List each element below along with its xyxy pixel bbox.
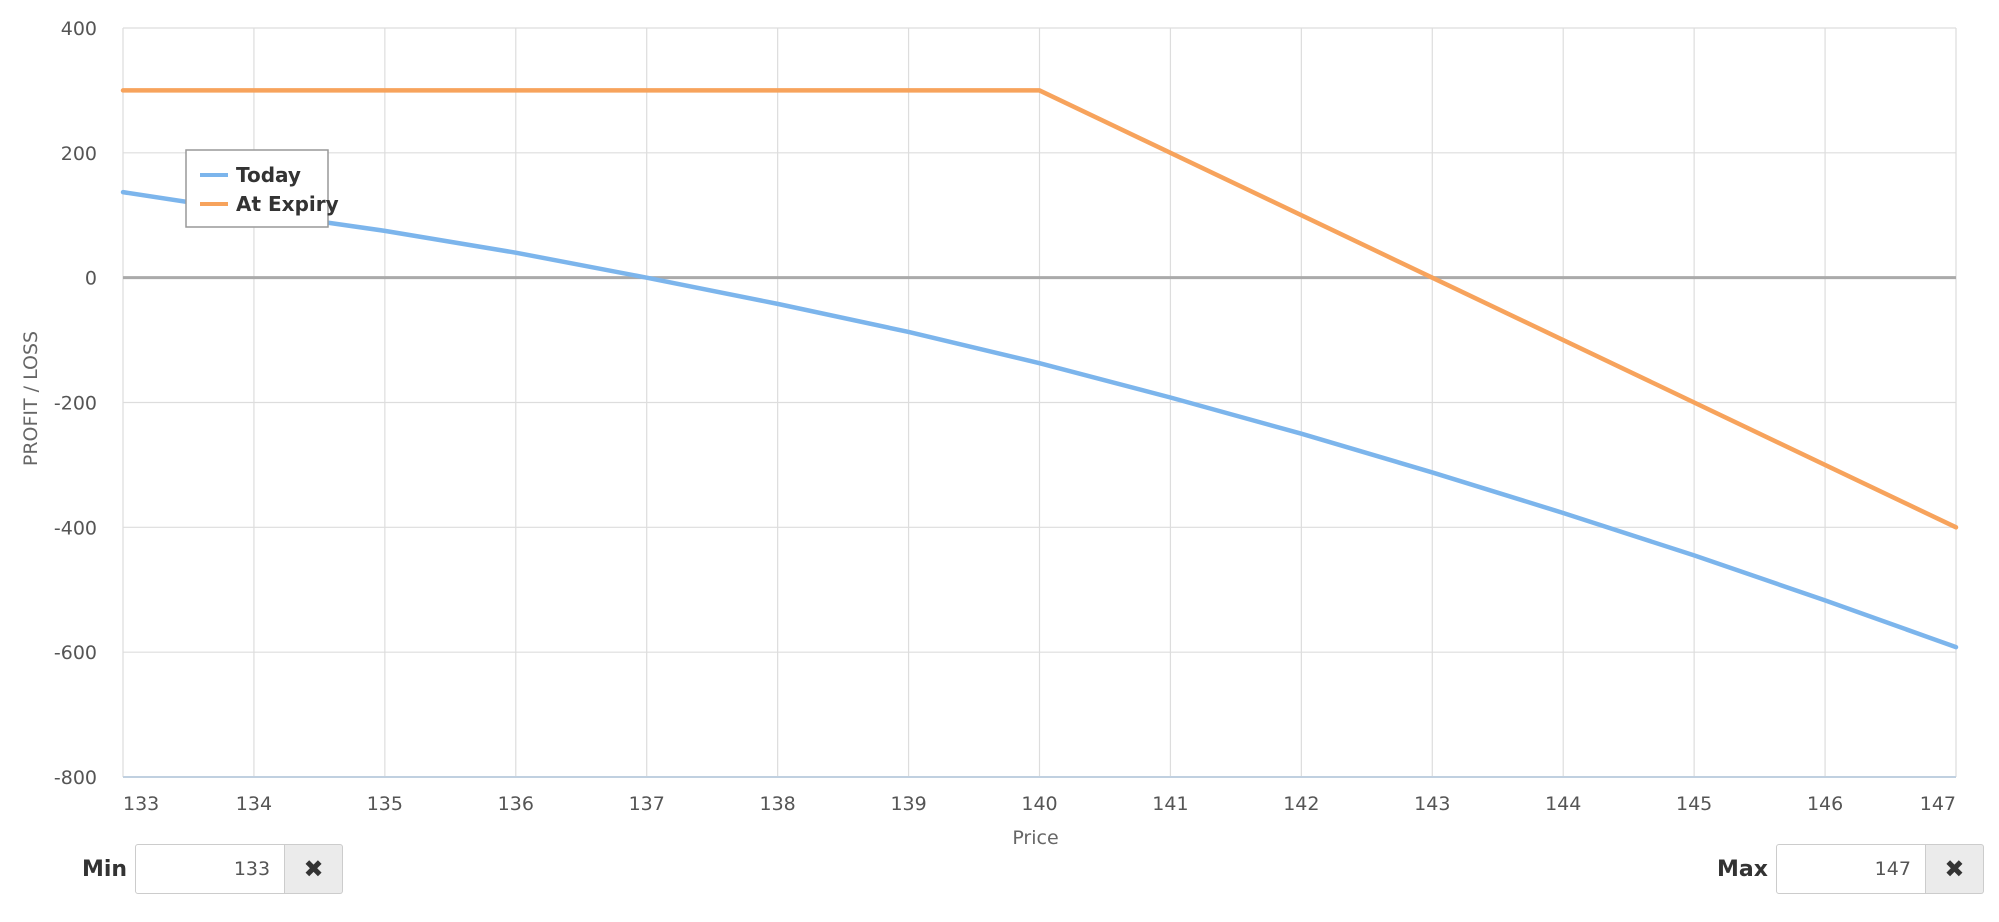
series-line-at-expiry [120,88,1959,530]
x-axis-title: Price [1012,827,1058,849]
x-tick-label: 142 [1283,793,1319,815]
max-range-control: Max ✖ [1717,844,1984,894]
x-tick-label: 135 [367,793,403,815]
series-line-today [120,189,1959,650]
max-label: Max [1717,856,1768,882]
y-tick-label: -800 [54,767,97,789]
legend-box [185,149,329,228]
x-axis-ticks: 133 134 135 136 137 138 139 140 141 142 143 144 145 1… [123,793,1956,815]
x-tick-label: 138 [760,793,796,815]
max-clear-button[interactable]: ✖ [1925,844,1984,894]
x-tick-label: 145 [1676,793,1712,815]
y-tick-label: -600 [54,642,97,664]
x-tick-label: 144 [1545,793,1581,815]
close-icon: ✖ [303,855,324,883]
x-tick-label: 140 [1021,793,1057,815]
y-tick-label: 0 [85,268,97,290]
x-tick-label: 146 [1807,793,1843,815]
grid [122,27,1957,778]
series [120,88,1959,650]
x-tick-label: 136 [498,793,534,815]
x-tick-label: 137 [629,793,665,815]
y-tick-label: 200 [61,143,97,165]
legend-label-at-expiry: At Expiry [236,192,339,216]
x-tick-label: 133 [123,793,159,815]
y-tick-label: -400 [54,517,97,539]
x-tick-label: 143 [1414,793,1450,815]
y-axis-ticks: 400 200 0 -200 -400 -600 -800 [54,18,97,789]
close-icon: ✖ [1944,855,1965,883]
legend: Today At Expiry [185,149,339,228]
min-label: Min [82,856,128,882]
min-clear-button[interactable]: ✖ [285,844,344,894]
y-tick-label: -200 [54,393,97,415]
legend-label-today: Today [236,163,301,187]
max-price-input[interactable] [1775,844,1926,894]
x-tick-label: 139 [890,793,926,815]
y-axis-title: PROFIT / LOSS [20,331,42,466]
min-price-input[interactable] [135,844,286,894]
x-tick-label: 147 [1920,793,1956,815]
x-tick-label: 141 [1152,793,1188,815]
x-tick-label: 134 [236,793,272,815]
y-tick-label: 400 [61,18,97,40]
min-range-control: Min ✖ [82,844,344,894]
